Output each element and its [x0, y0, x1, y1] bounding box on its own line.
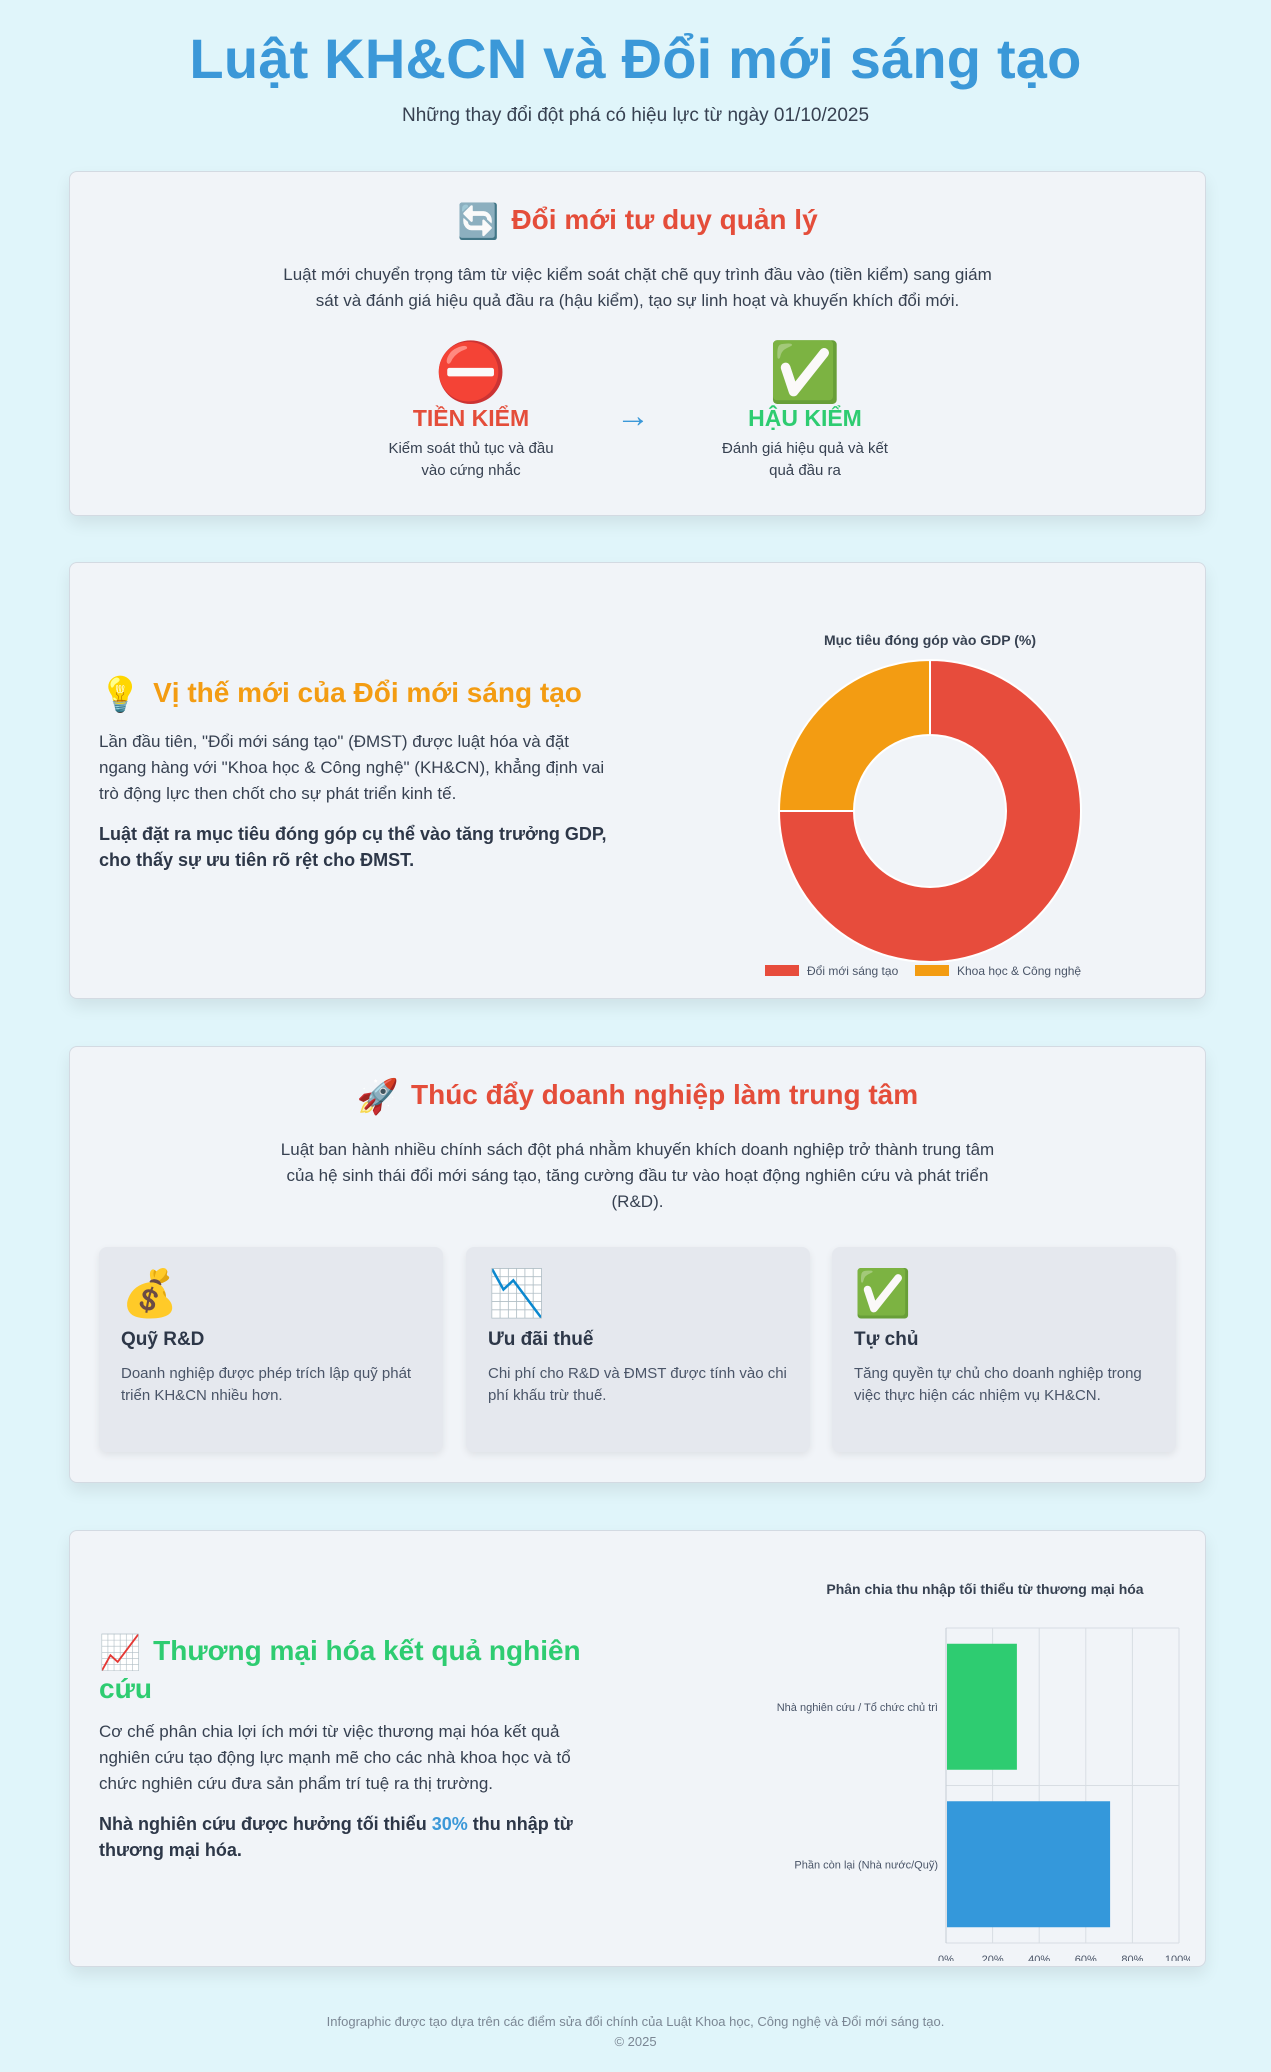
footer-copyright: © 2025 — [614, 2034, 657, 2049]
innovation-position-card: 💡 Vị thế mới của Đổi mới sáng tạo Lần đầ… — [69, 562, 1206, 999]
check-mark-icon: ✅ — [768, 340, 842, 405]
gdp-doughnut-chart: Mục tiêu đóng góp vào GDP (%) Đổi mới sán… — [690, 593, 1170, 983]
no-entry-icon: ⛔ — [434, 340, 508, 405]
highlight-post: thu nhập từ thương mại hóa. — [99, 1814, 573, 1860]
section-title: 💡 Vị thế mới của Đổi mới sáng tạo — [99, 675, 609, 715]
income-bar-chart: Phân chia thu nhập tối thiểu từ thương m… — [670, 1561, 1194, 1966]
feature-desc: Tăng quyền tự chủ cho doanh nghiệp trong… — [854, 1365, 1142, 1404]
chart-title: Phân chia thu nhập tối thiểu từ thương m… — [826, 1581, 1143, 1597]
doughnut-svg: Mục tiêu đóng góp vào GDP (%) Đổi mới sán… — [765, 632, 1082, 978]
post-check-label: HẬU KIỂM — [748, 405, 862, 431]
section-highlight: Luật đặt ra mục tiêu đóng góp cụ thể vào… — [99, 824, 607, 870]
chart-increasing-icon: 📈 — [99, 1634, 142, 1672]
x-tick-label: 60% — [1075, 1954, 1097, 1961]
post-check-desc: Đánh giá hiệu quả và kết quả đầu ra — [722, 440, 888, 479]
section-title: 🚀 Thúc đẩy doanh nghiệp làm trung tâm — [70, 1077, 1205, 1117]
legend-label: Đổi mới sáng tạo — [807, 964, 899, 978]
section-title-text: Đổi mới tư duy quản lý — [511, 204, 818, 235]
money-bag-icon: 💰 — [121, 1267, 179, 1319]
section-title-text: Vị thế mới của Đổi mới sáng tạo — [153, 677, 582, 708]
feature-card-autonomy: ✅ Tự chủ Tăng quyền tự chủ cho doanh ngh… — [832, 1247, 1176, 1452]
post-check-step: ✅ HẬU KIỂM Đánh giá hiệu quả và kết quả … — [705, 339, 905, 482]
x-tick-label: 0% — [938, 1954, 954, 1961]
doughnut-slice — [777, 658, 1082, 963]
footer-note: Infographic được tạo dựa trên các điểm s… — [326, 2014, 945, 2029]
y-category-label: Nhà nghiên cứu / Tổ chức chủ trì — [777, 1702, 938, 1714]
chart-title: Mục tiêu đóng góp vào GDP (%) — [824, 632, 1036, 648]
light-bulb-icon: 💡 — [99, 676, 142, 714]
management-mindset-card: 🔄 Đổi mới tư duy quản lý Luật mới chuyển… — [69, 171, 1206, 516]
section-title: 📈 Thương mại hóa kết quả nghiên cứu — [99, 1633, 609, 1705]
section-title: 🔄 Đổi mới tư duy quản lý — [70, 202, 1205, 242]
section-highlight: Nhà nghiên cứu được hưởng tối thiểu 30% … — [99, 1811, 609, 1863]
legend-swatch — [765, 965, 799, 976]
x-tick-label: 20% — [982, 1954, 1004, 1961]
page-footer: Infographic được tạo dựa trên các điểm s… — [0, 2012, 1271, 2052]
innovation-text: 💡 Vị thế mới của Đổi mới sáng tạo Lần đầ… — [99, 675, 609, 873]
refresh-icon: 🔄 — [457, 203, 500, 241]
y-category-label: Phần còn lại (Nhà nước/Quỹ) — [794, 1859, 938, 1871]
page-subtitle: Những thay đổi đột phá có hiệu lực từ ng… — [401, 105, 870, 126]
highlight-value: 30% — [431, 1814, 468, 1834]
pre-check-step: ⛔ TIỀN KIỂM Kiểm soát thủ tục và đầu vào… — [371, 339, 571, 482]
page-header: Luật KH&CN và Đổi mới sáng tạo Những tha… — [0, 0, 1271, 127]
section-title-text: Thúc đẩy doanh nghiệp làm trung tâm — [410, 1079, 919, 1110]
section-paragraph: Lần đầu tiên, "Đổi mới sáng tạo" (ĐMST) … — [99, 732, 605, 803]
legend-label: Khoa học & Công nghệ — [957, 964, 1081, 978]
section-description: Luật ban hành nhiều chính sách đột phá n… — [280, 1140, 995, 1211]
section-title-text: Thương mại hóa kết quả nghiên cứu — [99, 1635, 581, 1704]
page-title: Luật KH&CN và Đổi mới sáng tạo — [189, 27, 1082, 90]
feature-title: Tự chủ — [854, 1329, 919, 1350]
bar — [947, 1643, 1017, 1770]
section-description: Luật mới chuyển trọng tâm từ việc kiểm s… — [283, 265, 992, 310]
pre-check-desc: Kiểm soát thủ tục và đầu vào cứng nhắc — [388, 440, 554, 479]
x-tick-label: 100% — [1165, 1954, 1190, 1961]
legend-swatch — [915, 965, 949, 976]
commercialization-card: 📈 Thương mại hóa kết quả nghiên cứu Cơ c… — [69, 1530, 1206, 1967]
bar — [947, 1801, 1111, 1928]
pre-check-label: TIỀN KIỂM — [412, 405, 530, 431]
enterprise-center-card: 🚀 Thúc đẩy doanh nghiệp làm trung tâm Lu… — [69, 1046, 1206, 1483]
commercialization-text: 📈 Thương mại hóa kết quả nghiên cứu Cơ c… — [99, 1633, 609, 1863]
rocket-icon: 🚀 — [356, 1078, 400, 1116]
x-tick-label: 40% — [1028, 1954, 1050, 1961]
doughnut-slice — [777, 658, 931, 812]
bar-chart-svg: Phân chia thu nhập tối thiểu từ thương m… — [777, 1581, 1194, 1966]
feature-card-tax-incentive: 📉 Ưu đãi thuế Chi phí cho R&D và ĐMST đư… — [466, 1247, 810, 1452]
feature-title: Quỹ R&D — [121, 1329, 205, 1350]
x-tick-label: 80% — [1121, 1954, 1143, 1961]
feature-desc: Doanh nghiệp được phép trích lập quỹ phá… — [121, 1365, 412, 1404]
chart-decreasing-icon: 📉 — [488, 1267, 546, 1319]
control-flow: ⛔ TIỀN KIỂM Kiểm soát thủ tục và đầu vào… — [70, 339, 1205, 489]
feature-desc: Chi phí cho R&D và ĐMST được tính vào ch… — [488, 1365, 787, 1404]
section-paragraph: Cơ chế phân chia lợi ích mới từ việc thư… — [99, 1722, 571, 1793]
check-mark-icon: ✅ — [854, 1267, 912, 1319]
highlight-pre: Nhà nghiên cứu được hưởng tối thiểu — [99, 1814, 432, 1834]
arrow-right-icon: → — [616, 397, 650, 435]
feature-title: Ưu đãi thuế — [488, 1329, 594, 1350]
feature-card-rd-fund: 💰 Quỹ R&D Doanh nghiệp được phép trích l… — [99, 1247, 443, 1452]
